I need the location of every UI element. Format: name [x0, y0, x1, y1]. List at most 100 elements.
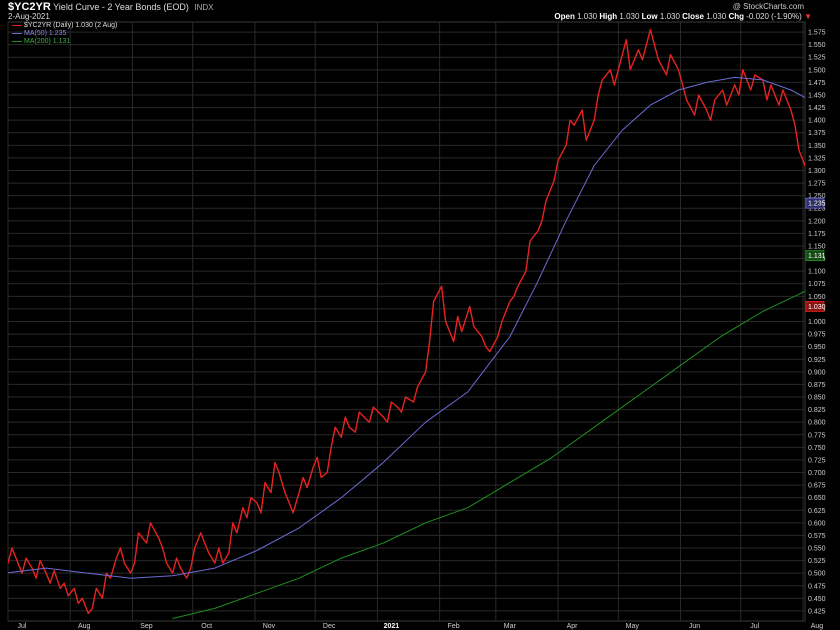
x-tick-label: Sep [140, 623, 153, 630]
y-tick-label: 1.000 [808, 319, 826, 326]
y-tick-label: 0.900 [808, 369, 826, 376]
y-tick-label: 1.525 [808, 55, 826, 62]
symbol-label: $YC2YR [8, 1, 51, 13]
y-tick-label: 0.600 [808, 520, 826, 527]
last-value-label-ma200: 1.131 [808, 253, 826, 260]
y-tick-label: 1.300 [808, 168, 826, 175]
y-tick-label: 0.925 [808, 357, 826, 364]
series-lines [8, 28, 805, 619]
last-value-labels: 1.235 1.131 1.030 [805, 197, 826, 312]
y-tick-label: 0.675 [808, 483, 826, 490]
x-tick-label: Jul [750, 623, 759, 630]
y-axis: 0.425 0.450 0.475 0.500 0.525 0.550 0.575 0.600… [808, 30, 826, 616]
chart-legend: $YC2YR (Daily) 1.030 (2 Aug) MA(50) 1.23… [12, 22, 117, 46]
legend-swatch-price [12, 24, 22, 26]
y-tick-label: 0.750 [808, 445, 826, 452]
high-label: High [599, 12, 618, 21]
exchange-label: INDX [194, 3, 214, 12]
y-tick-label: 0.425 [808, 608, 826, 615]
y-tick-label: 1.100 [808, 269, 826, 276]
chg-label: Chg [728, 12, 745, 21]
y-tick-label: 1.475 [808, 80, 826, 87]
y-tick-label: 1.275 [808, 181, 826, 188]
legend-item-price: $YC2YR (Daily) 1.030 (2 Aug) [12, 22, 117, 30]
y-tick-label: 0.700 [808, 470, 826, 477]
y-tick-label: 1.175 [808, 231, 826, 238]
x-tick-label: Jul [18, 623, 27, 630]
legend-item-ma200: MA(200) 1.131 [12, 38, 117, 46]
last-value-box-ma200 [805, 250, 825, 261]
chart-header: $YC2YR Yield Curve - 2 Year Bonds (EOD) … [0, 0, 840, 22]
y-tick-label: 0.975 [808, 332, 826, 339]
series-line-ma50 [8, 76, 805, 579]
y-tick-label: 1.425 [808, 105, 826, 112]
x-tick-label: Mar [504, 623, 517, 630]
close-label: Close [682, 12, 704, 21]
chart-title: $YC2YR Yield Curve - 2 Year Bonds (EOD) … [8, 2, 214, 13]
watermark: @ StockCharts.com [732, 2, 804, 11]
series-line-ma200 [172, 290, 805, 619]
y-tick-label: 1.150 [808, 243, 826, 250]
x-tick-label: Dec [323, 623, 336, 630]
legend-swatch-ma50 [12, 32, 22, 34]
open-label: Open [554, 12, 575, 21]
last-value-box-price [805, 300, 825, 312]
ohlc-readout: Open 1.030 High 1.030 Low 1.030 Close 1.… [554, 12, 812, 22]
open-value: 1.030 [577, 12, 598, 21]
y-tick-label: 0.875 [808, 382, 826, 389]
legend-label-ma50: MA(50) 1.235 [24, 30, 67, 37]
y-tick-label: 0.950 [808, 344, 826, 351]
low-value: 1.030 [659, 12, 680, 21]
close-value: 1.030 [706, 12, 727, 21]
y-tick-label: 0.500 [808, 571, 826, 578]
x-tick-label: Oct [201, 623, 212, 630]
y-tick-label: 0.550 [808, 546, 826, 553]
y-tick-label: 0.825 [808, 407, 826, 414]
y-tick-label: 1.250 [808, 193, 826, 200]
down-arrow-icon: ▼ [804, 12, 812, 21]
last-value-label-price: 1.030 [808, 304, 826, 311]
y-tick-label: 1.375 [808, 130, 826, 137]
y-tick-label: 1.350 [808, 143, 826, 150]
y-tick-label: 1.500 [808, 67, 826, 74]
x-tick-label: Nov [263, 623, 276, 630]
legend-item-ma50: MA(50) 1.235 [12, 30, 117, 38]
last-value-box-ma50 [805, 197, 825, 209]
y-tick-label: 1.075 [808, 281, 826, 288]
x-tick-label: Aug [78, 623, 91, 630]
y-tick-label: 0.525 [808, 558, 826, 565]
x-tick-label: May [626, 623, 640, 630]
y-tick-label: 0.725 [808, 457, 826, 464]
y-tick-label: 0.450 [808, 596, 826, 603]
y-tick-label: 0.625 [808, 508, 826, 515]
legend-label-ma200: MA(200) 1.131 [24, 38, 71, 45]
y-tick-label: 0.475 [808, 583, 826, 590]
x-tick-label: Jun [689, 623, 700, 630]
series-line-price [8, 28, 805, 615]
y-tick-label: 1.225 [808, 206, 826, 213]
y-tick-label: 1.325 [808, 155, 826, 162]
y-tick-label: 0.850 [808, 395, 826, 402]
y-tick-label: 1.550 [808, 42, 826, 49]
x-axis: Jul Aug Sep Oct Nov Dec 2021 Feb Mar Apr May Jun Jul… [18, 623, 824, 630]
legend-label-price: $YC2YR (Daily) 1.030 (2 Aug) [24, 22, 118, 29]
y-tick-label: 1.575 [808, 30, 826, 37]
y-tick-label: 1.450 [808, 92, 826, 99]
y-tick-label: 1.050 [808, 294, 826, 301]
y-tick-label: 0.800 [808, 420, 826, 427]
chg-value: -0.020 (-1.90%) [746, 12, 802, 21]
y-tick-label: 0.775 [808, 432, 826, 439]
x-tick-label: Feb [448, 623, 460, 630]
last-value-label-ma50: 1.235 [808, 201, 826, 208]
y-tick-label: 1.400 [808, 118, 826, 125]
x-tick-label: Apr [567, 623, 579, 630]
high-value: 1.030 [619, 12, 640, 21]
instrument-name: Yield Curve - 2 Year Bonds (EOD) [53, 2, 189, 12]
y-tick-label: 0.650 [808, 495, 826, 502]
legend-swatch-ma200 [12, 40, 22, 42]
x-tick-label: 2021 [384, 623, 400, 630]
y-tick-label: 1.200 [808, 218, 826, 225]
gridlines [7, 22, 805, 621]
chart-date: 2-Aug-2021 [8, 12, 50, 21]
